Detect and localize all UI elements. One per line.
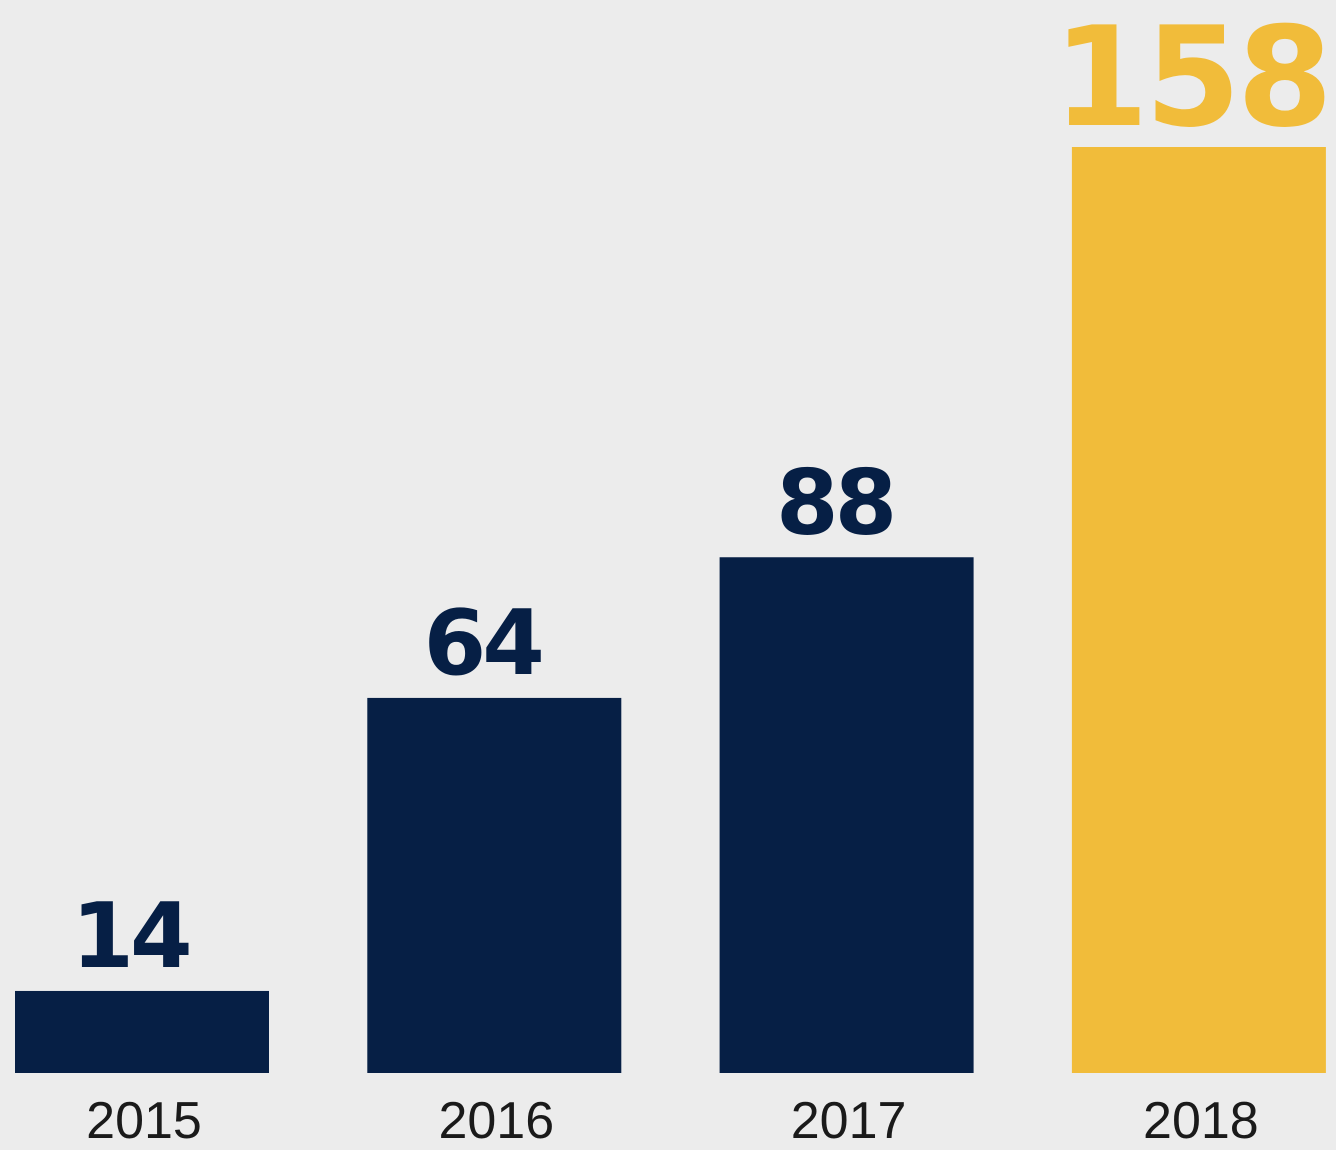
bars-layer [15, 147, 1326, 1073]
tick-label-2015: 2015 [86, 1092, 202, 1150]
value-label-2015: 14 [71, 884, 189, 989]
bar-2016 [367, 697, 622, 1073]
bar-2018 [1071, 147, 1326, 1073]
bar-2017 [719, 557, 974, 1073]
tick-labels-layer: 2015 2016 2017 2018 [86, 1092, 1259, 1150]
bar-2015 [15, 990, 269, 1073]
tick-label-2016: 2016 [438, 1092, 554, 1150]
value-label-2018: 158 [1053, 0, 1329, 158]
tick-label-2018: 2018 [1143, 1092, 1259, 1150]
value-label-2017: 88 [776, 450, 893, 555]
tick-label-2017: 2017 [791, 1092, 907, 1150]
value-label-2016: 64 [424, 591, 542, 696]
value-labels-layer: 14 64 88 158 [71, 0, 1333, 989]
